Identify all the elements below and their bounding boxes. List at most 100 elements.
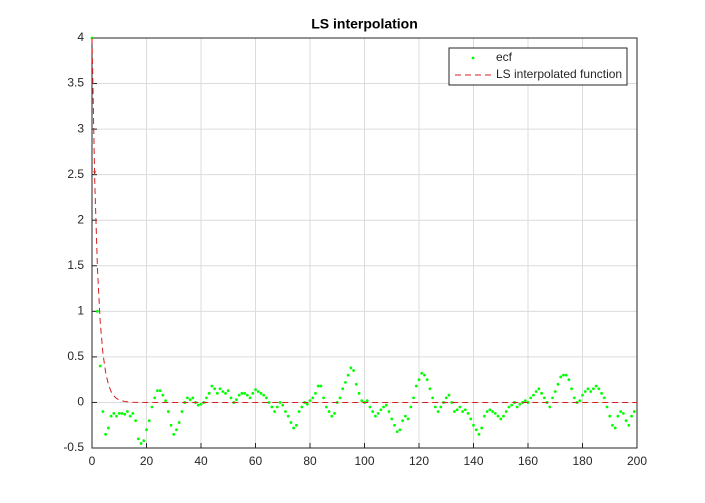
data-point: [466, 411, 470, 415]
data-point: [507, 405, 511, 409]
data-point: [196, 403, 200, 407]
data-point: [128, 414, 132, 418]
data-point: [376, 411, 380, 415]
data-point: [602, 396, 606, 400]
data-point: [611, 423, 614, 427]
data-point: [393, 423, 396, 427]
data-point: [518, 402, 522, 406]
data-point: [374, 414, 377, 418]
data-point: [420, 371, 424, 375]
data-point: [254, 388, 257, 392]
data-point: [409, 405, 413, 409]
data-point: [504, 410, 508, 413]
y-tick-label: 1.5: [67, 258, 84, 272]
data-point: [136, 437, 140, 441]
data-point: [477, 432, 481, 436]
data-point: [395, 430, 399, 433]
data-point: [131, 411, 135, 415]
data-point: [515, 405, 519, 409]
data-point: [177, 421, 181, 424]
data-point: [425, 378, 429, 382]
y-tick-label: 0: [77, 395, 84, 409]
data-point: [447, 393, 451, 397]
x-tick-label: 180: [572, 454, 592, 468]
data-point: [368, 405, 372, 409]
data-point: [564, 373, 568, 377]
data-point: [532, 393, 535, 397]
data-point: [474, 428, 478, 432]
data-point: [123, 412, 127, 416]
data-point: [289, 421, 293, 424]
y-tick-label: 0.5: [67, 349, 84, 363]
data-point: [491, 410, 494, 413]
data-point: [592, 387, 595, 391]
data-point: [221, 390, 225, 393]
x-tick-label: 120: [409, 454, 429, 468]
data-point: [215, 391, 219, 395]
data-point: [262, 393, 266, 397]
data-point: [251, 391, 255, 395]
data-point: [218, 387, 222, 391]
data-point: [245, 393, 249, 397]
data-point: [406, 417, 410, 421]
data-point: [150, 405, 154, 409]
data-point: [210, 384, 214, 388]
data-point: [483, 414, 486, 418]
data-point: [259, 391, 263, 395]
data-point: [169, 423, 173, 427]
data-point: [423, 373, 426, 377]
data-point: [384, 403, 388, 407]
data-point: [605, 405, 609, 409]
data-point: [597, 387, 601, 391]
data-point: [523, 399, 527, 403]
data-point: [352, 369, 355, 372]
data-point: [621, 411, 625, 415]
data-point: [534, 390, 538, 393]
data-point: [270, 405, 274, 409]
data-point: [256, 390, 260, 393]
data-point: [341, 387, 345, 391]
data-point: [589, 390, 593, 393]
data-point: [139, 442, 143, 445]
data-point: [510, 403, 514, 407]
data-point: [267, 401, 271, 404]
data-point: [371, 410, 375, 413]
data-point: [578, 399, 582, 403]
x-tick-label: 20: [140, 454, 154, 468]
data-point: [613, 426, 617, 430]
data-point: [229, 396, 233, 400]
data-point: [308, 399, 312, 403]
data-point: [319, 384, 323, 388]
data-point: [387, 410, 391, 413]
data-point: [240, 391, 244, 395]
data-point: [439, 405, 443, 409]
data-point: [540, 391, 544, 395]
data-point: [166, 410, 170, 413]
data-point: [485, 410, 489, 413]
data-point: [327, 410, 331, 413]
data-point: [324, 405, 328, 409]
line-series: [91, 37, 637, 403]
data-point: [594, 384, 598, 388]
data-point: [480, 426, 484, 430]
data-point: [472, 423, 475, 427]
data-point: [401, 419, 405, 423]
x-tick-label: 140: [463, 454, 483, 468]
data-point: [436, 410, 440, 413]
data-point: [117, 411, 121, 415]
data-point: [101, 410, 105, 413]
data-point: [109, 414, 113, 418]
data-point: [412, 396, 415, 400]
data-point: [542, 396, 546, 400]
data-point: [529, 396, 533, 400]
data-point: [235, 398, 238, 402]
data-point: [453, 410, 456, 413]
y-tick-label: 3: [77, 121, 84, 135]
data-point: [188, 398, 192, 402]
data-point: [213, 387, 217, 391]
x-tick-label: 100: [354, 454, 374, 468]
data-point: [98, 364, 102, 368]
data-point: [469, 417, 473, 421]
data-point: [120, 411, 124, 415]
